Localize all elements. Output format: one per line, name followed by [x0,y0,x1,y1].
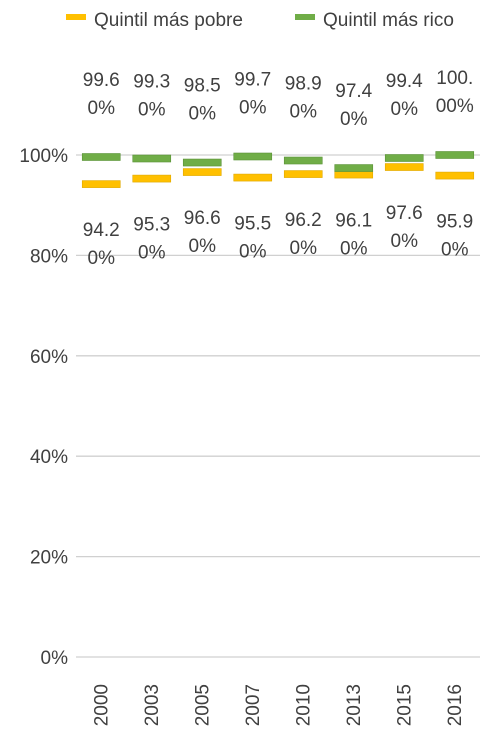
marker-rich-2007 [233,152,273,161]
data-marks [81,151,475,188]
marker-rich-2016 [435,151,475,159]
data-labels: 94.2 0% 95.3 0% 96.6 0% 95.5 0% 96.2 0% 96.1 0% 97.6… [83,68,474,269]
marker-poor-2016 [435,171,475,180]
legend-label: Quintil más pobre [94,10,243,31]
x-tick-label: 2013 [344,684,365,726]
marker-rich-2015 [384,154,424,162]
y-tick-label: 100% [19,146,68,167]
x-axis: 2000 2003 2005 2007 2010 2013 2015 2016 [91,684,466,726]
x-tick-label: 2005 [192,684,213,726]
marker-rich-2000 [81,153,121,161]
data-label: 98.9 0% [285,74,322,123]
data-label: 99.7 0% [234,70,271,119]
data-label: 95.9 0% [436,212,473,261]
y-tick-label: 20% [30,548,68,569]
legend-item-rich: Quintil más rico [295,10,454,31]
data-label: 98.5 0% [184,76,221,125]
legend-item-poor: Quintil más pobre [66,10,243,31]
y-tick-label: 60% [30,347,68,368]
marker-poor-2005 [182,168,222,176]
x-tick-label: 2010 [293,684,314,726]
data-label: 96.2 0% [285,210,322,259]
data-label: 97.6 0% [386,203,423,252]
x-tick-label: 2000 [91,684,112,726]
y-axis: 0% 20% 40% 60% 80% 100% [19,146,68,669]
data-label: 95.3 0% [133,215,170,264]
marker-poor-2007 [233,173,273,182]
data-label: 100. 00% [436,68,474,117]
y-tick-label: 0% [41,648,69,669]
x-tick-label: 2015 [394,684,415,726]
data-label: 96.6 0% [184,208,221,257]
x-tick-label: 2016 [445,684,466,726]
legend: Quintil más pobre Quintil más rico [66,10,454,31]
data-label: 97.4 0% [335,81,372,130]
marker-poor-2003 [132,174,172,183]
marker-poor-2010 [283,170,323,178]
data-label: 99.6 0% [83,70,120,119]
data-label: 99.3 0% [133,72,170,121]
legend-swatch [295,14,315,20]
marker-rich-2013 [334,164,374,172]
marker-poor-2015 [384,163,424,171]
legend-swatch [66,14,86,20]
data-label: 95.5 0% [234,214,271,263]
data-label: 99.4 0% [386,71,423,120]
marker-poor-2013 [334,170,374,179]
data-label: 94.2 0% [83,220,120,269]
legend-label: Quintil más rico [323,10,454,31]
y-tick-label: 40% [30,447,68,468]
data-label: 96.1 0% [335,211,372,260]
x-tick-label: 2007 [243,684,264,726]
x-tick-label: 2003 [142,684,163,726]
marker-rich-2003 [132,154,172,163]
marker-rich-2010 [283,156,323,165]
y-tick-label: 80% [30,246,68,267]
marker-poor-2000 [81,180,121,188]
marker-rich-2005 [182,158,222,167]
